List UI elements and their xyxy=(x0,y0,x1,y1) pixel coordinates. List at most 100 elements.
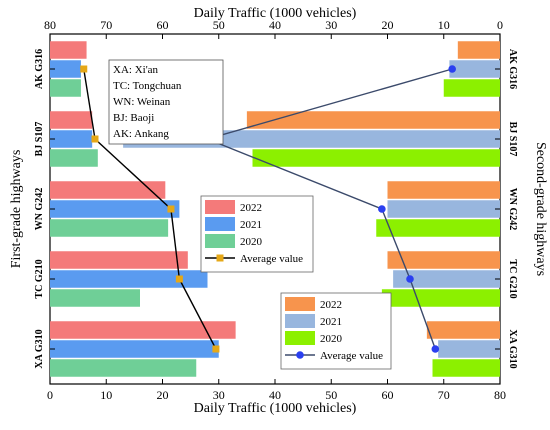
average-marker-right-3 xyxy=(406,275,414,283)
average-lines xyxy=(80,65,456,353)
left-bars xyxy=(50,41,236,377)
bottom-tick-label: 70 xyxy=(438,388,450,402)
legend-swatch-2022 xyxy=(205,200,235,214)
bar-right-2022-2 xyxy=(387,181,500,199)
bottom-tick-label: 50 xyxy=(325,388,337,402)
abbreviation-box: XA: Xi'an TC: Tongchuan WN: Weinan BJ: Baoj… xyxy=(108,59,224,145)
bottom-tick-label: 60 xyxy=(382,388,394,402)
right-category-label: AK G316 xyxy=(507,49,518,89)
bottom-tick-label: 20 xyxy=(157,388,169,402)
bar-left-2022-4 xyxy=(50,321,236,339)
y-axis-title-right: Second-grade highways xyxy=(533,142,548,276)
average-marker-left-4 xyxy=(212,345,220,353)
bottom-tick-label: 80 xyxy=(494,388,506,402)
top-tick-label: 50 xyxy=(213,18,225,32)
bar-right-2022-1 xyxy=(246,111,500,129)
bar-left-2020-0 xyxy=(50,79,81,97)
average-marker-left-1 xyxy=(91,135,99,143)
bar-left-2021-2 xyxy=(50,200,180,218)
bar-right-2020-2 xyxy=(376,219,500,237)
left-category-label: AK G316 xyxy=(34,49,45,89)
bar-left-2021-1 xyxy=(50,130,93,148)
legend-swatch-2020 xyxy=(205,234,235,248)
bar-right-2020-4 xyxy=(432,359,500,377)
legend-swatch-2020 xyxy=(285,331,315,345)
legend-label-2022: 2022 xyxy=(320,299,342,311)
abbreviation-entry: XA: Xi'an xyxy=(113,64,159,76)
top-tick-label: 60 xyxy=(157,18,169,32)
bar-left-2020-4 xyxy=(50,359,197,377)
average-marker-right-4 xyxy=(431,345,440,353)
legend-average-marker xyxy=(216,254,224,262)
legend-label-2021: 2021 xyxy=(240,219,262,231)
top-tick-label: 10 xyxy=(438,18,450,32)
bar-right-2022-3 xyxy=(387,251,500,269)
abbreviation-entry: AK: Ankang xyxy=(113,128,169,140)
abbreviation-entry: BJ: Baoji xyxy=(113,112,154,124)
bar-left-2021-0 xyxy=(50,60,81,78)
bar-left-2022-3 xyxy=(50,251,188,269)
right-category-label: XA G310 xyxy=(507,329,518,368)
right-category-label: TC G210 xyxy=(507,259,518,298)
average-marker-left-2 xyxy=(167,205,175,213)
left-category-label: XA G310 xyxy=(34,329,45,368)
average-marker-right-2 xyxy=(378,205,386,213)
bar-left-2020-2 xyxy=(50,219,169,237)
legend-swatch-2022 xyxy=(285,297,315,311)
top-tick-label: 0 xyxy=(497,18,503,32)
top-tick-label: 70 xyxy=(100,18,112,32)
right-bars xyxy=(123,41,500,377)
average-marker-right-0 xyxy=(448,65,456,73)
abbreviation-entry: TC: Tongchuan xyxy=(113,80,182,92)
left-category-label: TC G210 xyxy=(34,259,45,298)
top-tick-label: 20 xyxy=(382,18,394,32)
x-axis-title-bottom: Daily Traffic (1000 vehicles) xyxy=(194,401,357,416)
x-axis-title-top: Daily Traffic (1000 vehicles) xyxy=(194,6,357,21)
bar-left-2020-1 xyxy=(50,149,98,167)
bar-left-2022-0 xyxy=(50,41,87,59)
average-marker-left-0 xyxy=(80,65,88,73)
bar-left-2021-4 xyxy=(50,340,219,358)
legend-swatch-2021 xyxy=(285,314,315,328)
bottom-tick-label: 30 xyxy=(213,388,225,402)
right-category-label: WN G242 xyxy=(507,188,518,231)
average-marker-left-3 xyxy=(175,275,183,283)
axis-labels: AK G316 AK G316 BJ S107 BJ S107 WN G242 WN G2… xyxy=(9,6,548,416)
legend-label-2022: 2022 xyxy=(240,202,262,214)
bottom-tick-label: 40 xyxy=(269,388,281,402)
bar-left-2022-1 xyxy=(50,111,93,129)
legend-average-marker xyxy=(296,351,304,359)
bottom-tick-label: 10 xyxy=(100,388,112,402)
right-category-label: BJ S107 xyxy=(507,122,518,157)
left-category-label: BJ S107 xyxy=(34,122,45,157)
bar-right-2020-1 xyxy=(252,149,500,167)
bar-left-2022-2 xyxy=(50,181,166,199)
bar-right-2021-3 xyxy=(393,270,500,288)
top-tick-label: 30 xyxy=(325,18,337,32)
left-category-label: WN G242 xyxy=(34,188,45,231)
bar-right-2020-0 xyxy=(443,79,500,97)
y-axis-title-left: First-grade highways xyxy=(9,150,24,269)
bar-right-2021-4 xyxy=(438,340,500,358)
legend-label-2021: 2021 xyxy=(320,316,342,328)
bar-right-2022-4 xyxy=(426,321,500,339)
legend-label-average: Average value xyxy=(240,253,303,265)
legend-swatch-2021 xyxy=(205,217,235,231)
bar-left-2021-3 xyxy=(50,270,208,288)
bar-right-2021-0 xyxy=(449,60,500,78)
bottom-tick-label: 0 xyxy=(47,388,53,402)
bar-right-2022-0 xyxy=(457,41,500,59)
bar-right-2020-3 xyxy=(381,289,500,307)
legend-label-2020: 2020 xyxy=(320,333,343,345)
top-tick-label: 80 xyxy=(44,18,56,32)
top-tick-label: 40 xyxy=(269,18,281,32)
bar-left-2020-3 xyxy=(50,289,140,307)
abbreviation-box-frame xyxy=(108,59,224,145)
legend-label-2020: 2020 xyxy=(240,236,263,248)
axis-ticks: 0 10 20 30 40 50 60 70 80 80 70 60 50 40 30 20 10 0 xyxy=(44,18,506,402)
legends: 2022 2021 2020 Average value 2022 2021 2020 Ave… xyxy=(200,195,392,370)
legend-label-average: Average value xyxy=(320,350,383,362)
bar-right-2021-2 xyxy=(387,200,500,218)
